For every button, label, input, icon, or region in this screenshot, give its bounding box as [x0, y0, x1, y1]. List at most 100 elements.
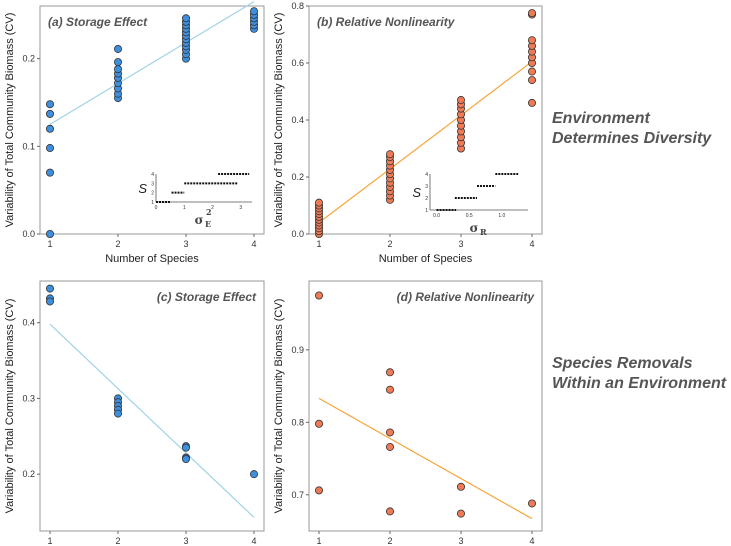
- data-point: [528, 76, 537, 85]
- data-point: [114, 44, 123, 53]
- data-point: [46, 297, 55, 306]
- inset-x-label-subscript: E: [205, 219, 211, 229]
- inset-y-label: S: [138, 181, 147, 196]
- y-axis-title: Variability of Total Community Biomass (…: [273, 13, 285, 228]
- data-point: [528, 499, 537, 508]
- x-tick-label: 4: [251, 239, 256, 249]
- inset-y-tick-label: 3: [425, 184, 428, 190]
- y-tick-label: 0.4: [22, 318, 35, 328]
- side-label-environment: Environment: [552, 110, 650, 127]
- data-point: [46, 144, 55, 153]
- chart-panel-2: 0.0 0.2 0.4 0.6 0.8 1 2 3 4 Number of Species Vari…: [273, 1, 543, 265]
- data-point: [385, 150, 394, 159]
- inset-y-tick-label: 4: [425, 172, 428, 178]
- y-tick-label: 0.8: [291, 417, 304, 427]
- data-point: [46, 168, 55, 177]
- inset-y-label: S: [412, 185, 421, 200]
- x-tick-label: 2: [387, 536, 392, 546]
- y-tick-label: 0.2: [291, 172, 304, 182]
- inset-y-tick-label: 2: [425, 196, 428, 202]
- x-tick-label: 1: [316, 536, 321, 546]
- data-point: [181, 14, 190, 23]
- data-point: [314, 198, 323, 207]
- y-tick-label: 0.9: [291, 345, 304, 355]
- data-point: [456, 96, 465, 105]
- y-tick-label: 0.0: [22, 229, 35, 239]
- data-point: [385, 428, 394, 437]
- inset-x-tick-label: 0.0: [433, 213, 440, 219]
- inset-x-tick-label: 3: [239, 205, 242, 211]
- plot-frame: [308, 280, 543, 532]
- y-tick-label: 0.3: [22, 393, 35, 403]
- panel-title: (b) Relative Nonlinearity: [317, 15, 456, 29]
- x-axis-title: Number of Species: [379, 253, 473, 265]
- data-point: [46, 109, 55, 118]
- plot-frame: [39, 280, 265, 532]
- x-tick-label: 3: [183, 536, 188, 546]
- inset-x-tick-label: 1.0: [498, 213, 505, 219]
- data-point: [385, 442, 394, 451]
- data-point: [181, 455, 190, 464]
- panel-title: (d) Relative Nonlinearity: [397, 290, 536, 304]
- inset-x-label-subscript: R: [480, 227, 487, 237]
- data-point: [385, 368, 394, 377]
- y-tick-label: 0.2: [22, 469, 35, 479]
- data-point: [114, 409, 123, 418]
- data-point: [249, 7, 258, 16]
- data-point: [314, 291, 323, 300]
- data-point: [46, 100, 55, 109]
- data-point: [314, 486, 323, 495]
- inset-x-label-superscript: 2: [206, 207, 212, 217]
- data-point: [46, 284, 55, 293]
- x-tick-label: 2: [115, 239, 120, 249]
- chart-panel-3: 0.20.30.41234Number of SpeciesVariabilit…: [4, 280, 265, 546]
- plot-frame: [39, 5, 265, 235]
- inset-y-tick-label: 1: [151, 200, 154, 206]
- x-tick-label: 1: [47, 536, 52, 546]
- inset-x-label: σ: [470, 221, 479, 235]
- data-point: [114, 58, 123, 67]
- y-tick-label: 0.6: [291, 58, 304, 68]
- y-tick-label: 0.0: [291, 229, 304, 239]
- fit-line: [49, 1, 255, 125]
- fit-line: [318, 61, 533, 224]
- side-label-removals: Species Removals: [552, 355, 693, 372]
- x-tick-label: 4: [251, 536, 256, 546]
- inset-x-tick-label: 0: [155, 205, 158, 211]
- data-point: [114, 65, 123, 74]
- panel-title: (a) Storage Effect: [48, 15, 148, 29]
- data-point: [385, 507, 394, 516]
- y-axis-title: Variability of Total Community Biomass (…: [4, 13, 16, 228]
- x-tick-label: 2: [387, 239, 392, 249]
- fit-line: [318, 397, 533, 520]
- y-tick-label: 0.2: [22, 54, 35, 64]
- data-point: [528, 98, 537, 107]
- x-tick-label: 4: [529, 239, 534, 249]
- inset-y-tick-label: 4: [151, 172, 154, 178]
- x-tick-label: 3: [458, 536, 463, 546]
- data-point: [528, 67, 537, 76]
- x-tick-label: 2: [115, 536, 120, 546]
- inset-y-tick-label: 2: [151, 191, 154, 197]
- inset-x-tick-label: 1: [183, 205, 186, 211]
- inset-y-tick-label: 1: [425, 208, 428, 214]
- data-point: [456, 509, 465, 518]
- chart-panel-4: 0.70.80.91234Number of SpeciesVariabilit…: [273, 280, 543, 546]
- x-tick-label: 4: [529, 536, 534, 546]
- x-tick-label: 3: [183, 239, 188, 249]
- inset-y-tick-label: 3: [151, 181, 154, 187]
- inset-x-tick-label: 0.5: [466, 213, 473, 219]
- y-tick-label: 0.4: [291, 115, 304, 125]
- fit-line: [49, 323, 255, 518]
- side-label-environment: Determines Diversity: [552, 130, 712, 147]
- chart-panel-1: 0.0 0.1 0.2 1 2 3 4 Number of Species Variabilit…: [4, 1, 265, 265]
- panel-title: (c) Storage Effect: [157, 290, 257, 304]
- data-point: [181, 443, 190, 452]
- data-point: [314, 419, 323, 428]
- x-tick-label: 3: [458, 239, 463, 249]
- data-point: [528, 36, 537, 45]
- y-axis-title: Variability of Total Community Biomass (…: [4, 299, 16, 514]
- data-point: [456, 482, 465, 491]
- inset-x-label: σ: [195, 213, 204, 227]
